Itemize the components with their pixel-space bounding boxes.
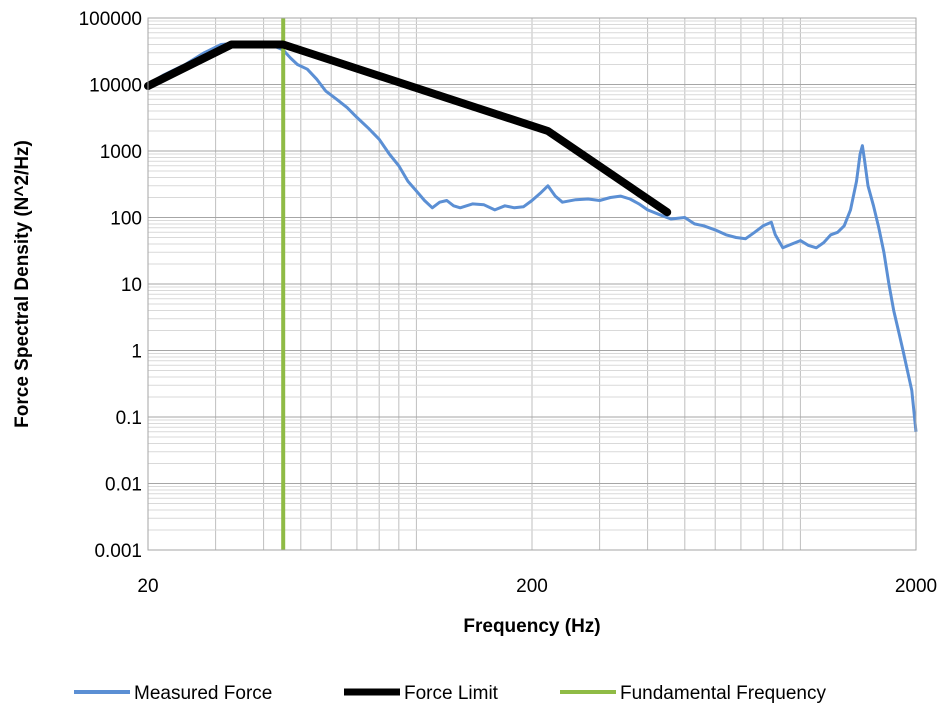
y-tick-label: 1 [131, 342, 142, 363]
x-tick-label: 200 [516, 576, 548, 597]
x-tick-labels: 20 200 2000 [137, 576, 937, 597]
y-axis-title: Force Spectral Density (N^2/Hz) [12, 140, 33, 428]
series-lines [144, 18, 918, 550]
x-axis-title: Frequency (Hz) [463, 616, 600, 637]
series-line-measured-force [147, 41, 918, 432]
legend-label-measured-force: Measured Force [134, 683, 272, 704]
y-tick-label: 0.001 [94, 541, 142, 562]
legend: Measured Force Force Limit Fundamental F… [74, 683, 826, 704]
legend-item-fundamental-frequency: Fundamental Frequency [560, 683, 826, 704]
legend-label-fundamental-frequency: Fundamental Frequency [620, 683, 826, 704]
legend-item-force-limit: Force Limit [344, 683, 499, 704]
plot-frame [147, 17, 917, 551]
y-tick-label: 1000 [100, 142, 142, 163]
y-tick-labels: 0.001 0.01 0.1 1 10 100 1000 10000 100000 [79, 9, 142, 562]
y-tick-label: 0.01 [105, 475, 142, 496]
y-tick-label: 10000 [89, 76, 142, 97]
legend-label-force-limit: Force Limit [404, 683, 499, 704]
series-line-force-limit [144, 40, 672, 217]
y-tick-label: 100000 [79, 9, 142, 30]
x-tick-label: 2000 [895, 576, 937, 597]
y-tick-label: 100 [110, 209, 142, 230]
y-tick-label: 10 [121, 275, 142, 296]
legend-item-measured-force: Measured Force [74, 683, 272, 704]
y-tick-label: 0.1 [116, 408, 142, 429]
x-tick-label: 20 [137, 576, 158, 597]
grid [148, 18, 916, 551]
